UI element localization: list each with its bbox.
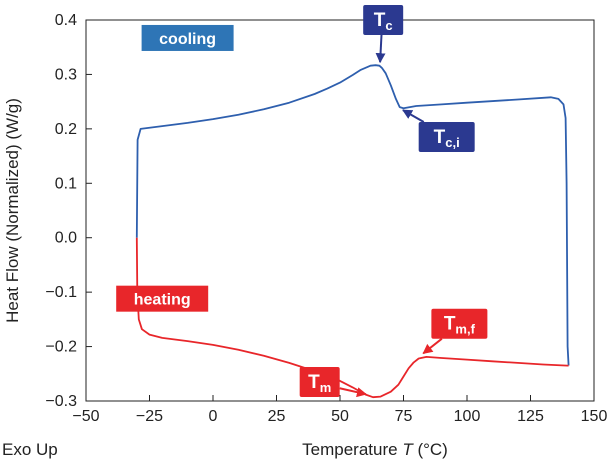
y-tick-label: 0.4 [55,12,77,29]
x-tick-label: −25 [136,408,163,425]
annotation-arrow-tm [339,387,367,398]
y-axis-title: Heat Flow (Normalized) (W/g) [3,98,22,323]
annotation-box-tmf [431,308,488,339]
annotation-label-tc: Tc [374,10,393,33]
x-axis-title-name: Temperature [302,440,397,459]
x-tick-label: 50 [331,408,349,425]
legend-label-cooling: cooling [159,31,216,48]
x-axis-title-unit: (°C) [417,440,447,459]
annotation-label-tci: Tc,i [434,127,460,150]
annotation-arrow-tc [375,34,386,64]
annotation-layer: Tc Tc,i Tm,f Tm [299,5,488,398]
legend-layer: cooling heating [116,24,234,312]
x-tick-label: 100 [454,408,481,425]
annotation-box-tc [363,5,404,35]
x-tick-label: 125 [517,408,544,425]
y-tick-label: 0.3 [55,66,77,83]
annotation-arrow-tmf [422,337,443,355]
y-tick-label: 0.1 [55,175,77,192]
x-tick-label: 25 [268,408,286,425]
legend-box-heating [116,285,209,312]
x-tick-label: 75 [395,408,413,425]
annotation-arrow-tci [402,109,425,123]
y-tick-label: −0.1 [45,284,77,301]
x-tick-label: 150 [581,408,608,425]
exo-up-note: Exo Up [2,440,58,459]
annotation-box-tm [299,366,340,397]
y-tick-label: 0.2 [55,121,77,138]
x-axis-title-symbol: T [402,440,414,459]
legend-box-cooling [141,24,234,51]
x-tick-label: −50 [72,408,99,425]
x-tick-label: 0 [209,408,218,425]
series-line-heating [135,237,569,399]
y-tick-label: 0.0 [55,230,77,247]
y-tick-label: −0.3 [45,393,77,410]
annotation-box-tci [418,122,475,153]
annotation-label-tm: Tm [308,372,331,395]
series-line-cooling [135,64,570,366]
y-axis: −0.3 −0.2 −0.1 0.0 0.1 0.2 0.3 0.4 [45,12,92,410]
annotation-label-tmf: Tm,f [444,314,476,337]
x-axis: −50 −25 0 25 50 75 100 125 150 [72,395,607,425]
plot-frame [85,19,595,402]
x-axis-title: Temperature T (°C) [302,440,448,459]
legend-label-heating: heating [134,292,191,309]
series-layer [135,64,570,399]
y-tick-label: −0.2 [45,339,77,356]
